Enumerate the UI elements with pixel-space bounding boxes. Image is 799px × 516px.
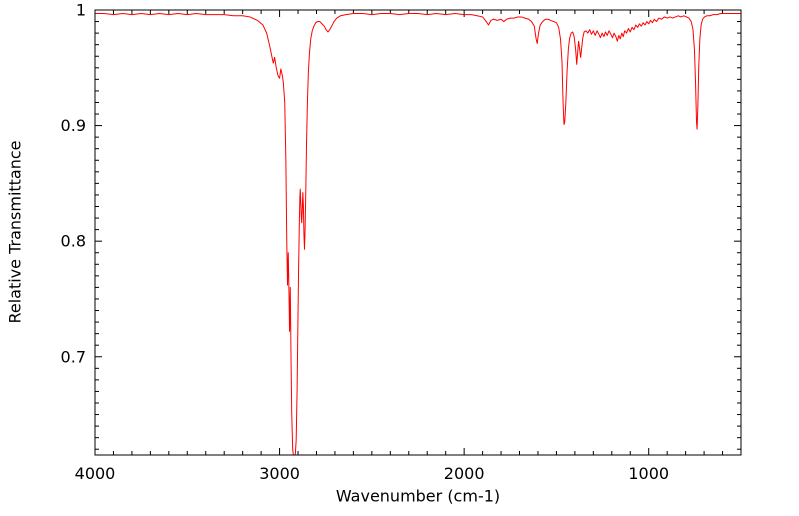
spectrum-line (95, 12, 741, 455)
x-tick-label: 1000 (628, 464, 669, 483)
y-tick-label: 0.7 (61, 347, 86, 366)
plot-border (94, 9, 742, 456)
x-tick-label: 3000 (259, 464, 300, 483)
y-tick-label: 0.8 (61, 232, 86, 251)
x-axis-label: Wavenumber (cm-1) (335, 486, 501, 506)
x-tick-label: 2000 (444, 464, 485, 483)
y-axis-label: Relative Transmittance (5, 140, 25, 324)
y-tick-label: 0.9 (61, 116, 86, 135)
x-tick-label: 4000 (75, 464, 116, 483)
y-tick-label: 1 (76, 1, 86, 20)
